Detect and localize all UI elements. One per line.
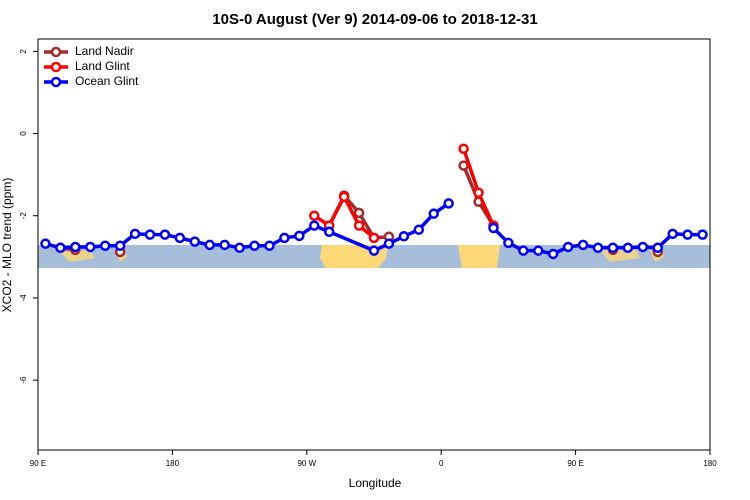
point — [368, 245, 380, 256]
point — [443, 198, 454, 209]
point — [353, 207, 365, 219]
point — [55, 242, 66, 254]
point — [189, 236, 201, 247]
point — [174, 232, 186, 244]
point — [592, 242, 604, 254]
point — [114, 240, 126, 251]
x-tick-label: 180 — [166, 459, 180, 468]
point — [547, 248, 559, 260]
point — [70, 241, 81, 253]
point — [99, 240, 111, 251]
point — [473, 187, 484, 198]
point — [682, 229, 693, 240]
x-axis-label: Longitude — [349, 476, 402, 490]
point — [219, 239, 230, 251]
point — [577, 239, 589, 251]
legend-marker — [50, 46, 62, 58]
point — [40, 238, 51, 249]
point — [85, 241, 96, 253]
point — [144, 229, 156, 240]
legend-marker — [50, 61, 62, 73]
point — [667, 228, 678, 240]
x-tick-label: 90 W — [297, 459, 316, 468]
point — [622, 242, 634, 254]
point — [518, 245, 529, 256]
y-tick-label: -2 — [19, 212, 28, 220]
point — [204, 239, 215, 251]
point — [294, 230, 305, 242]
y-tick-label: 2 — [19, 49, 28, 54]
point — [309, 220, 320, 231]
plot-frame — [37, 38, 711, 451]
point — [368, 232, 380, 244]
point — [652, 242, 663, 254]
x-tick-label: 0 — [439, 459, 444, 468]
point — [264, 240, 275, 251]
point — [533, 245, 544, 256]
legend-label: Ocean Glint — [75, 74, 139, 88]
legend-marker — [50, 76, 62, 88]
point — [607, 242, 619, 254]
point — [637, 241, 649, 253]
point — [309, 210, 320, 221]
x-tick-label: 90 E — [30, 459, 46, 468]
point — [458, 160, 469, 171]
point — [413, 224, 425, 235]
legend-label: Land Glint — [75, 59, 130, 73]
y-tick-label: -4 — [19, 294, 28, 302]
point — [488, 222, 499, 234]
point — [562, 241, 574, 253]
point — [398, 231, 410, 242]
point — [129, 228, 141, 240]
y-tick-label: 0 — [19, 131, 28, 136]
point — [279, 232, 290, 244]
chart-title: 10S-0 August (Ver 9) 2014-09-06 to 2018-… — [212, 11, 537, 28]
point — [503, 237, 514, 249]
point — [697, 229, 708, 240]
point — [383, 238, 395, 249]
point — [458, 143, 469, 154]
x-tick-label: 180 — [703, 459, 717, 468]
point — [353, 220, 365, 231]
y-axis-label: XCO2 - MLO trend (ppm) — [0, 178, 14, 313]
x-tick-label: 90 E — [567, 459, 583, 468]
point — [159, 229, 171, 240]
y-tick-label: -6 — [19, 376, 28, 384]
legend-label: Land Nadir — [75, 44, 134, 58]
point — [249, 240, 260, 251]
point — [234, 242, 245, 254]
point — [338, 191, 350, 203]
point — [323, 226, 335, 238]
point — [428, 208, 439, 219]
